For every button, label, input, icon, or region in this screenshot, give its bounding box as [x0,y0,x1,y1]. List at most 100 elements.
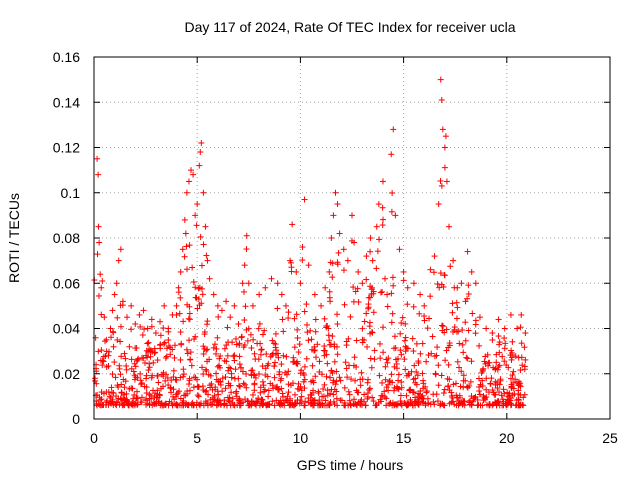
data-point [209,394,216,401]
data-point [299,244,306,251]
data-point [250,336,257,343]
data-point [343,365,350,372]
data-point [134,388,141,395]
data-point [407,386,414,393]
data-point [173,311,180,318]
data-point [416,310,423,317]
y-axis-label: ROTI / TECUs [6,193,22,283]
data-point [238,333,245,340]
data-point [309,402,316,409]
data-point [100,353,107,360]
data-point [200,241,207,248]
data-point [365,294,372,301]
data-point [444,375,451,382]
data-point [415,358,422,365]
data-point [390,282,397,289]
data-point [359,325,366,332]
data-point [200,350,207,357]
data-point [278,291,285,298]
data-point [419,395,426,402]
data-point [165,337,172,344]
data-point [441,386,448,393]
data-point [202,366,209,373]
data-point [445,383,452,390]
data-point [272,351,279,358]
data-point [311,347,318,354]
axis-ticks [93,56,611,420]
data-point [396,246,403,253]
data-point [458,280,465,287]
data-point [355,268,362,275]
data-point [476,391,483,398]
data-point [425,352,432,359]
x-tick-label: 20 [499,430,515,446]
data-point [397,330,404,337]
data-point [394,365,401,372]
data-point [258,396,265,403]
data-point [214,334,221,341]
data-point [318,302,325,309]
data-point [324,387,331,394]
data-point [383,395,390,402]
data-point [147,347,154,354]
data-point [203,347,210,354]
data-point [427,293,434,300]
data-point [321,381,328,388]
data-point [353,337,360,344]
data-point [143,389,150,396]
data-point [251,381,258,388]
data-point [196,302,203,309]
data-point [382,275,389,282]
data-point [499,396,506,403]
data-point [402,320,409,327]
chart-title: Day 117 of 2024, Rate Of TEC Index for r… [185,19,516,35]
data-point [481,358,488,365]
data-point [117,246,124,253]
data-point [256,370,263,377]
data-point [247,331,254,338]
data-point [380,216,387,223]
data-point [441,271,448,278]
data-point [389,379,396,386]
data-point [397,392,404,399]
data-point [319,371,326,378]
data-point [400,268,407,275]
data-point [410,376,417,383]
data-point [462,337,469,344]
data-point [115,384,122,391]
data-point [379,222,386,229]
data-point [233,335,240,342]
data-point [452,380,459,387]
data-point [468,358,475,365]
data-point [265,393,272,400]
data-point [427,266,434,273]
data-point [162,377,169,384]
data-point [412,398,419,405]
data-point [417,350,424,357]
data-point [226,394,233,401]
data-point [147,392,154,399]
y-tick-label: 0.06 [53,275,80,291]
data-point [367,330,374,337]
data-point [521,344,528,351]
data-point [377,396,384,403]
data-point [442,133,449,140]
data-point [149,372,156,379]
data-point [472,321,479,328]
data-point [97,396,104,403]
data-point [305,262,312,269]
data-point [213,376,220,383]
data-point [214,388,221,395]
data-point [384,303,391,310]
data-point [114,336,121,343]
data-point [154,357,161,364]
data-point [185,178,192,185]
data-point [368,364,375,371]
data-point [492,399,499,406]
data-point [377,289,384,296]
data-point [379,288,386,295]
y-tick-label: 0.02 [53,366,80,382]
x-tick-label: 0 [90,430,98,446]
data-point [398,384,405,391]
x-tick-label: 10 [293,430,309,446]
